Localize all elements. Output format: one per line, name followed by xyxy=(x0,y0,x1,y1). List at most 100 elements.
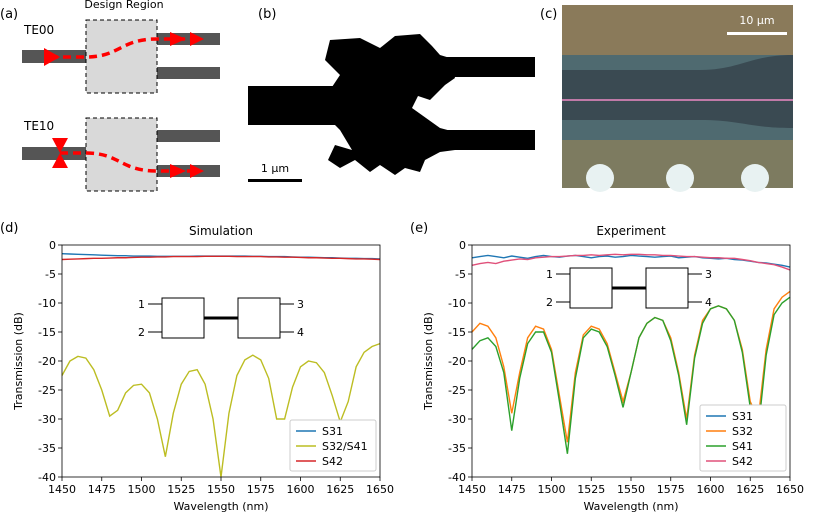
legend-box xyxy=(289,419,377,472)
y-tick-label: -5 xyxy=(45,268,56,281)
x-tick-label: 1475 xyxy=(88,483,116,496)
legend-label: S42 xyxy=(322,455,343,468)
port-label: 1 xyxy=(138,298,145,311)
x-tick-label: 1550 xyxy=(207,483,235,496)
panel-label: (b) xyxy=(258,7,276,22)
y-tick-label: -25 xyxy=(448,384,466,397)
y-tick-label: -15 xyxy=(448,326,466,339)
y-axis-label: Transmission (dB) xyxy=(422,312,435,411)
waveguide xyxy=(22,147,86,160)
legend-box xyxy=(699,404,787,472)
x-tick-label: 1625 xyxy=(326,483,354,496)
inset-box xyxy=(645,267,689,309)
y-tick-label: -30 xyxy=(38,413,56,426)
chart: (e) Experiment Wavelength (nm) Transmission… xyxy=(410,221,804,513)
y-axis-label: Transmission (dB) xyxy=(12,312,25,411)
y-tick-label: -15 xyxy=(38,326,56,339)
bright-spot xyxy=(666,164,694,192)
y-tick-label: -40 xyxy=(38,471,56,484)
y-tick-label: -35 xyxy=(38,442,56,455)
y-tick-label: -40 xyxy=(448,471,466,484)
series-line xyxy=(61,255,381,261)
x-tick-label: 1650 xyxy=(776,483,804,496)
x-axis-label: Wavelength (nm) xyxy=(583,500,678,513)
x-tick-label: 1575 xyxy=(657,483,685,496)
legend-label: S42 xyxy=(732,455,753,468)
chart-title: Experiment xyxy=(596,224,666,238)
y-tick-label: -35 xyxy=(448,442,466,455)
waveguide xyxy=(157,130,220,142)
inset-box xyxy=(569,267,613,309)
x-tick-label: 1650 xyxy=(366,483,394,496)
x-tick-label: 1500 xyxy=(128,483,156,496)
port-label: 2 xyxy=(546,296,553,309)
design-region xyxy=(85,19,158,94)
legend-label: S31 xyxy=(732,410,753,423)
inset-box xyxy=(161,297,205,339)
port-label: 3 xyxy=(297,298,304,311)
waveguide xyxy=(157,67,220,79)
y-tick-label: -20 xyxy=(38,355,56,368)
legend-label: S41 xyxy=(732,440,753,453)
waveguide xyxy=(445,130,535,150)
legend-label: S32/S41 xyxy=(322,440,368,453)
y-tick-label: -20 xyxy=(448,355,466,368)
design-region-label: Design Region xyxy=(84,0,163,11)
y-tick-label: -5 xyxy=(455,268,466,281)
x-tick-label: 1550 xyxy=(617,483,645,496)
scale-bar xyxy=(727,32,787,35)
port-label: 1 xyxy=(546,268,553,281)
panel-label: (a) xyxy=(0,7,18,22)
x-tick-label: 1600 xyxy=(697,483,725,496)
plot-area xyxy=(471,253,791,454)
x-tick-label: 1525 xyxy=(167,483,195,496)
series-line xyxy=(471,296,791,454)
mode-path xyxy=(50,37,195,59)
x-tick-label: 1575 xyxy=(247,483,275,496)
y-tick-label: -10 xyxy=(448,297,466,310)
y-tick-label: 0 xyxy=(459,239,466,252)
design-region xyxy=(85,117,158,192)
y-tick-label: -30 xyxy=(448,413,466,426)
waveguide xyxy=(445,57,535,77)
panel-label: (c) xyxy=(540,7,557,22)
mode-label: TE00 xyxy=(23,23,54,37)
mode-path xyxy=(60,151,195,173)
legend-label: S32 xyxy=(732,425,753,438)
x-tick-label: 1450 xyxy=(458,483,486,496)
chart-title: Simulation xyxy=(189,224,253,238)
y-tick-label: -25 xyxy=(38,384,56,397)
series-line xyxy=(471,253,791,271)
port-label: 4 xyxy=(705,296,712,309)
scale-label: 1 μm xyxy=(261,162,289,175)
scale-label: 10 μm xyxy=(739,14,774,27)
x-tick-label: 1625 xyxy=(736,483,764,496)
legend-label: S31 xyxy=(322,425,343,438)
x-axis-label: Wavelength (nm) xyxy=(173,500,268,513)
panel-b: (b) 1 μm xyxy=(248,7,535,182)
x-tick-label: 1525 xyxy=(577,483,605,496)
panel-c: (c) 10 μm xyxy=(540,5,793,192)
panel-label: (e) xyxy=(410,221,428,236)
micrograph-band xyxy=(562,5,793,55)
series-line xyxy=(471,254,791,268)
y-tick-label: -10 xyxy=(38,297,56,310)
mode-label: TE10 xyxy=(23,119,54,133)
device-pattern xyxy=(325,34,455,175)
x-tick-label: 1600 xyxy=(287,483,315,496)
x-tick-label: 1475 xyxy=(498,483,526,496)
chart: (d) Simulation Wavelength (nm) Transmission… xyxy=(0,221,394,513)
waveguide xyxy=(248,86,338,125)
panel-label: (d) xyxy=(0,221,18,236)
bright-spot xyxy=(586,164,614,192)
axes-frame xyxy=(61,244,381,478)
inset-box xyxy=(237,297,281,339)
panel-a: (a) Design Region TE00 TE10 xyxy=(0,0,220,192)
bright-spot xyxy=(741,164,769,192)
x-tick-label: 1500 xyxy=(538,483,566,496)
port-label: 3 xyxy=(705,268,712,281)
port-label: 4 xyxy=(297,326,304,339)
x-tick-label: 1450 xyxy=(48,483,76,496)
waveguide-image xyxy=(562,55,793,128)
